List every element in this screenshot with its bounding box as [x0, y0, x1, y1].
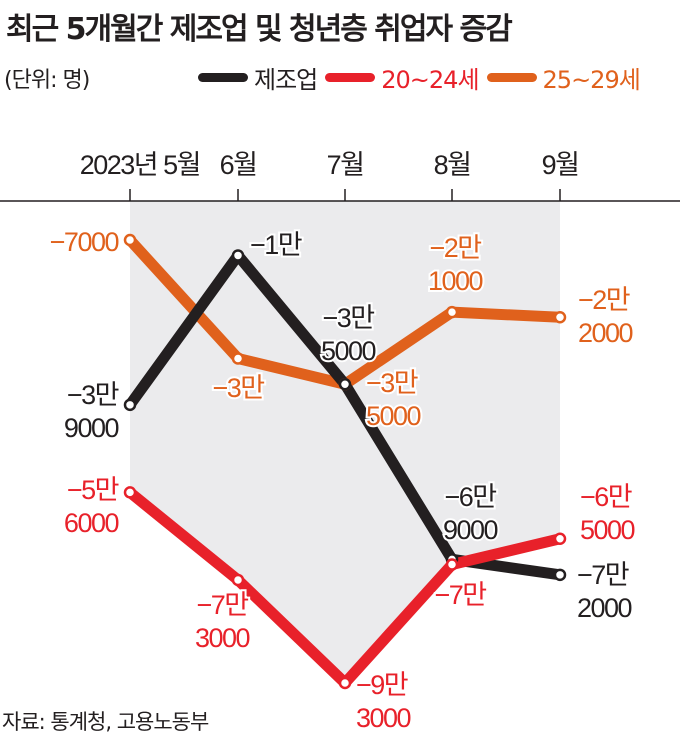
data-label: 6000 [64, 508, 119, 538]
data-point [231, 352, 245, 365]
data-label: −7만 [577, 560, 629, 590]
legend: 제조업 20~24세 25~29세 [190, 60, 641, 95]
data-label: −2만 [578, 285, 630, 315]
legend-label-manufacturing: 제조업 [254, 66, 318, 94]
data-point [445, 305, 459, 319]
unit-label: (단위: 명) [4, 68, 90, 93]
data-label: 1000 [428, 266, 483, 296]
data-point [553, 311, 567, 324]
data-label: 5000 [366, 401, 421, 431]
x-tick-label: 8월 [434, 150, 471, 180]
data-label: 5000 [321, 336, 376, 366]
x-tick-label: 7월 [327, 150, 364, 180]
data-label: −6만 [444, 482, 496, 512]
data-point [123, 233, 137, 247]
data-point [553, 532, 567, 546]
data-label: 9000 [64, 413, 119, 443]
data-label: −7만 [434, 580, 486, 610]
data-label: −3만 [67, 380, 119, 410]
data-label: 9000 [443, 515, 498, 545]
data-point [231, 249, 245, 262]
data-label: −3만 [212, 373, 264, 403]
shaded-period [130, 201, 560, 683]
legend-swatch-manufacturing [198, 73, 248, 82]
data-label: −6만 [580, 482, 632, 512]
data-point [338, 377, 352, 391]
source-note: 자료: 통계청, 고용노동부 [2, 710, 209, 734]
data-label: 3000 [195, 623, 250, 653]
x-tick-label: 9월 [542, 150, 579, 180]
chart-title: 최근 5개월간 제조업 및 청년층 취업자 증감 [6, 12, 513, 47]
legend-label-25-29: 25~29세 [542, 66, 641, 94]
data-label: 2000 [577, 593, 632, 623]
data-label: −7000 [50, 227, 119, 257]
data-point [123, 486, 137, 499]
legend-label-20-24: 20~24세 [381, 66, 479, 94]
data-label: 2000 [578, 318, 633, 348]
data-label: 3000 [356, 703, 411, 733]
x-tick-label: 6월 [220, 150, 257, 180]
legend-swatch-25-29 [486, 73, 537, 82]
data-label: −5만 [67, 475, 119, 505]
data-point [445, 558, 459, 571]
data-label: −2만 [429, 233, 481, 263]
data-point [553, 568, 567, 582]
data-label: −3만 [322, 303, 374, 333]
data-point [123, 398, 137, 412]
data-label: −3만 [366, 368, 418, 398]
x-tick-label: 2023년 5월 [80, 150, 200, 180]
data-point [338, 676, 352, 690]
legend-swatch-20-24 [325, 73, 376, 82]
data-label: 5000 [580, 515, 635, 545]
data-label: −7만 [196, 590, 248, 620]
data-point [231, 573, 245, 587]
data-label: −1만 [250, 230, 302, 260]
data-label: −9만 [356, 670, 408, 700]
